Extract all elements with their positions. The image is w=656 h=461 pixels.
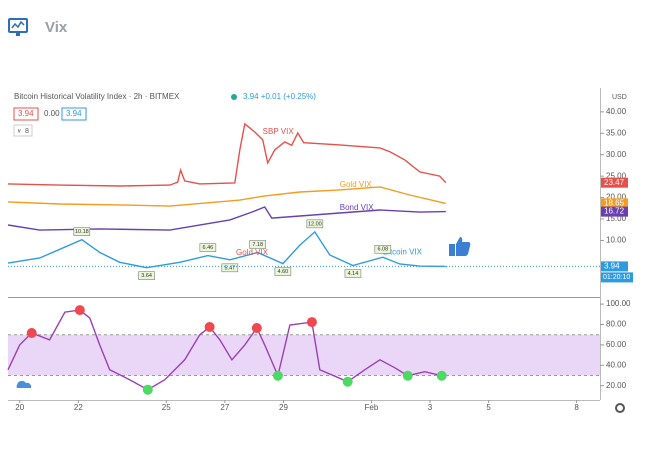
signal-marker <box>272 370 283 381</box>
chart-title: Bitcoin Historical Volatility Index · 2h… <box>14 92 180 101</box>
point-label: 6.46 <box>199 243 217 252</box>
y-tick-label: 80.00 <box>606 320 627 329</box>
y-tick-label: 60.00 <box>606 340 627 349</box>
legend-box <box>13 107 39 121</box>
settings-icon[interactable] <box>615 403 625 413</box>
point-label: 7.18 <box>249 240 266 249</box>
point-label-box <box>249 240 266 249</box>
page-title: Vix <box>45 19 68 36</box>
point-label-text: 6.46 <box>203 245 214 251</box>
y-tick-label: 40.00 <box>606 360 627 369</box>
legend-value: 3.94 <box>66 109 82 118</box>
x-tick-label: 8 <box>574 403 579 412</box>
signal-marker <box>204 321 215 332</box>
app-icon <box>8 18 28 36</box>
price-tag-label: 23.47 <box>604 178 625 187</box>
x-tick-label: 22 <box>74 403 83 412</box>
point-label: 12.00 <box>306 219 324 229</box>
signal-marker <box>402 370 413 381</box>
y-tick-label: 15.00 <box>606 214 627 223</box>
signal-marker <box>74 305 85 316</box>
x-tick-label: 27 <box>220 403 229 412</box>
point-label-text: 12.00 <box>308 221 322 227</box>
y-tick-label: 40.00 <box>606 107 627 116</box>
series-label: SBP VIX <box>263 127 295 136</box>
x-tick-label: 25 <box>162 403 171 412</box>
point-label-text: 4.60 <box>278 269 289 275</box>
y-tick-label: 35.00 <box>606 128 627 137</box>
currency: USD <box>612 94 627 101</box>
caret: ∨ <box>17 129 21 135</box>
signal-marker <box>251 322 262 333</box>
price-tag-label: 3.94 <box>604 262 620 271</box>
point-label: 3.64 <box>138 271 155 280</box>
series-line <box>7 230 446 269</box>
y-tick-label: 20.00 <box>606 193 627 202</box>
point-label-text: 5.47 <box>224 265 235 271</box>
signal-marker <box>436 370 447 381</box>
point-label-box <box>374 244 392 254</box>
series-label: Gold VIX <box>340 180 373 189</box>
point-label-box <box>306 219 324 229</box>
signal-marker <box>306 317 317 328</box>
point-label: 4.14 <box>344 269 362 278</box>
status-dot <box>231 94 237 100</box>
annotation: Gold VIX <box>236 248 269 257</box>
point-label-box <box>344 269 362 278</box>
series-label: Bitcoin VIX <box>383 247 423 256</box>
countdown: 01:20:10 <box>603 274 630 281</box>
x-tick-label: 20 <box>15 403 24 412</box>
y-tick-label: 10.00 <box>606 236 627 245</box>
countdown-tag <box>601 272 633 283</box>
price-tag <box>601 177 628 188</box>
signal-marker <box>26 327 37 338</box>
x-tick-label: Feb <box>365 403 379 412</box>
point-label: 5.47 <box>221 263 239 273</box>
price-tag-label: 18.65 <box>604 198 625 207</box>
signal-marker <box>142 384 153 395</box>
series-line <box>7 122 447 187</box>
legend-value: 3.94 <box>18 109 34 118</box>
cloud-icon[interactable] <box>16 380 32 388</box>
point-label-box <box>274 267 292 276</box>
x-tick-label: 29 <box>279 403 288 412</box>
series-line <box>7 206 446 231</box>
series-line <box>7 186 446 207</box>
point-label-box <box>73 227 91 236</box>
price-tag <box>601 261 628 272</box>
price-tag <box>601 198 628 209</box>
series-label: Bond VIX <box>340 203 374 212</box>
point-label-text: 7.18 <box>252 242 263 248</box>
point-label-text: 10.18 <box>75 229 89 235</box>
point-label-text: 6.08 <box>377 247 388 253</box>
y-tick-label: 100.00 <box>606 299 631 308</box>
quote: 3.94 +0.01 (+0.25%) <box>243 92 316 101</box>
legend-value: 0.00 <box>44 109 60 118</box>
point-label-text: 4.14 <box>348 271 359 277</box>
y-tick-label: 20.00 <box>606 381 627 390</box>
x-tick-label: 5 <box>486 403 491 412</box>
point-label-box <box>221 263 239 273</box>
point-label: 10.18 <box>73 227 91 236</box>
indicator-count: 8 <box>25 128 29 135</box>
price-tag <box>601 206 628 217</box>
indicator-toggle[interactable] <box>13 124 33 137</box>
rsi-band <box>8 334 600 376</box>
y-tick-label: 30.00 <box>606 150 627 159</box>
point-label-box <box>138 271 155 280</box>
point-label-box <box>199 243 217 252</box>
x-tick-label: 3 <box>428 403 433 412</box>
price-tag-label: 16.72 <box>604 207 625 216</box>
legend-box <box>61 107 87 121</box>
point-label-text: 3.64 <box>141 273 152 279</box>
point-label: 4.60 <box>274 267 292 276</box>
point-label: 6.08 <box>374 244 392 254</box>
signal-marker <box>342 376 353 387</box>
y-tick-label: 25.00 <box>606 171 627 180</box>
